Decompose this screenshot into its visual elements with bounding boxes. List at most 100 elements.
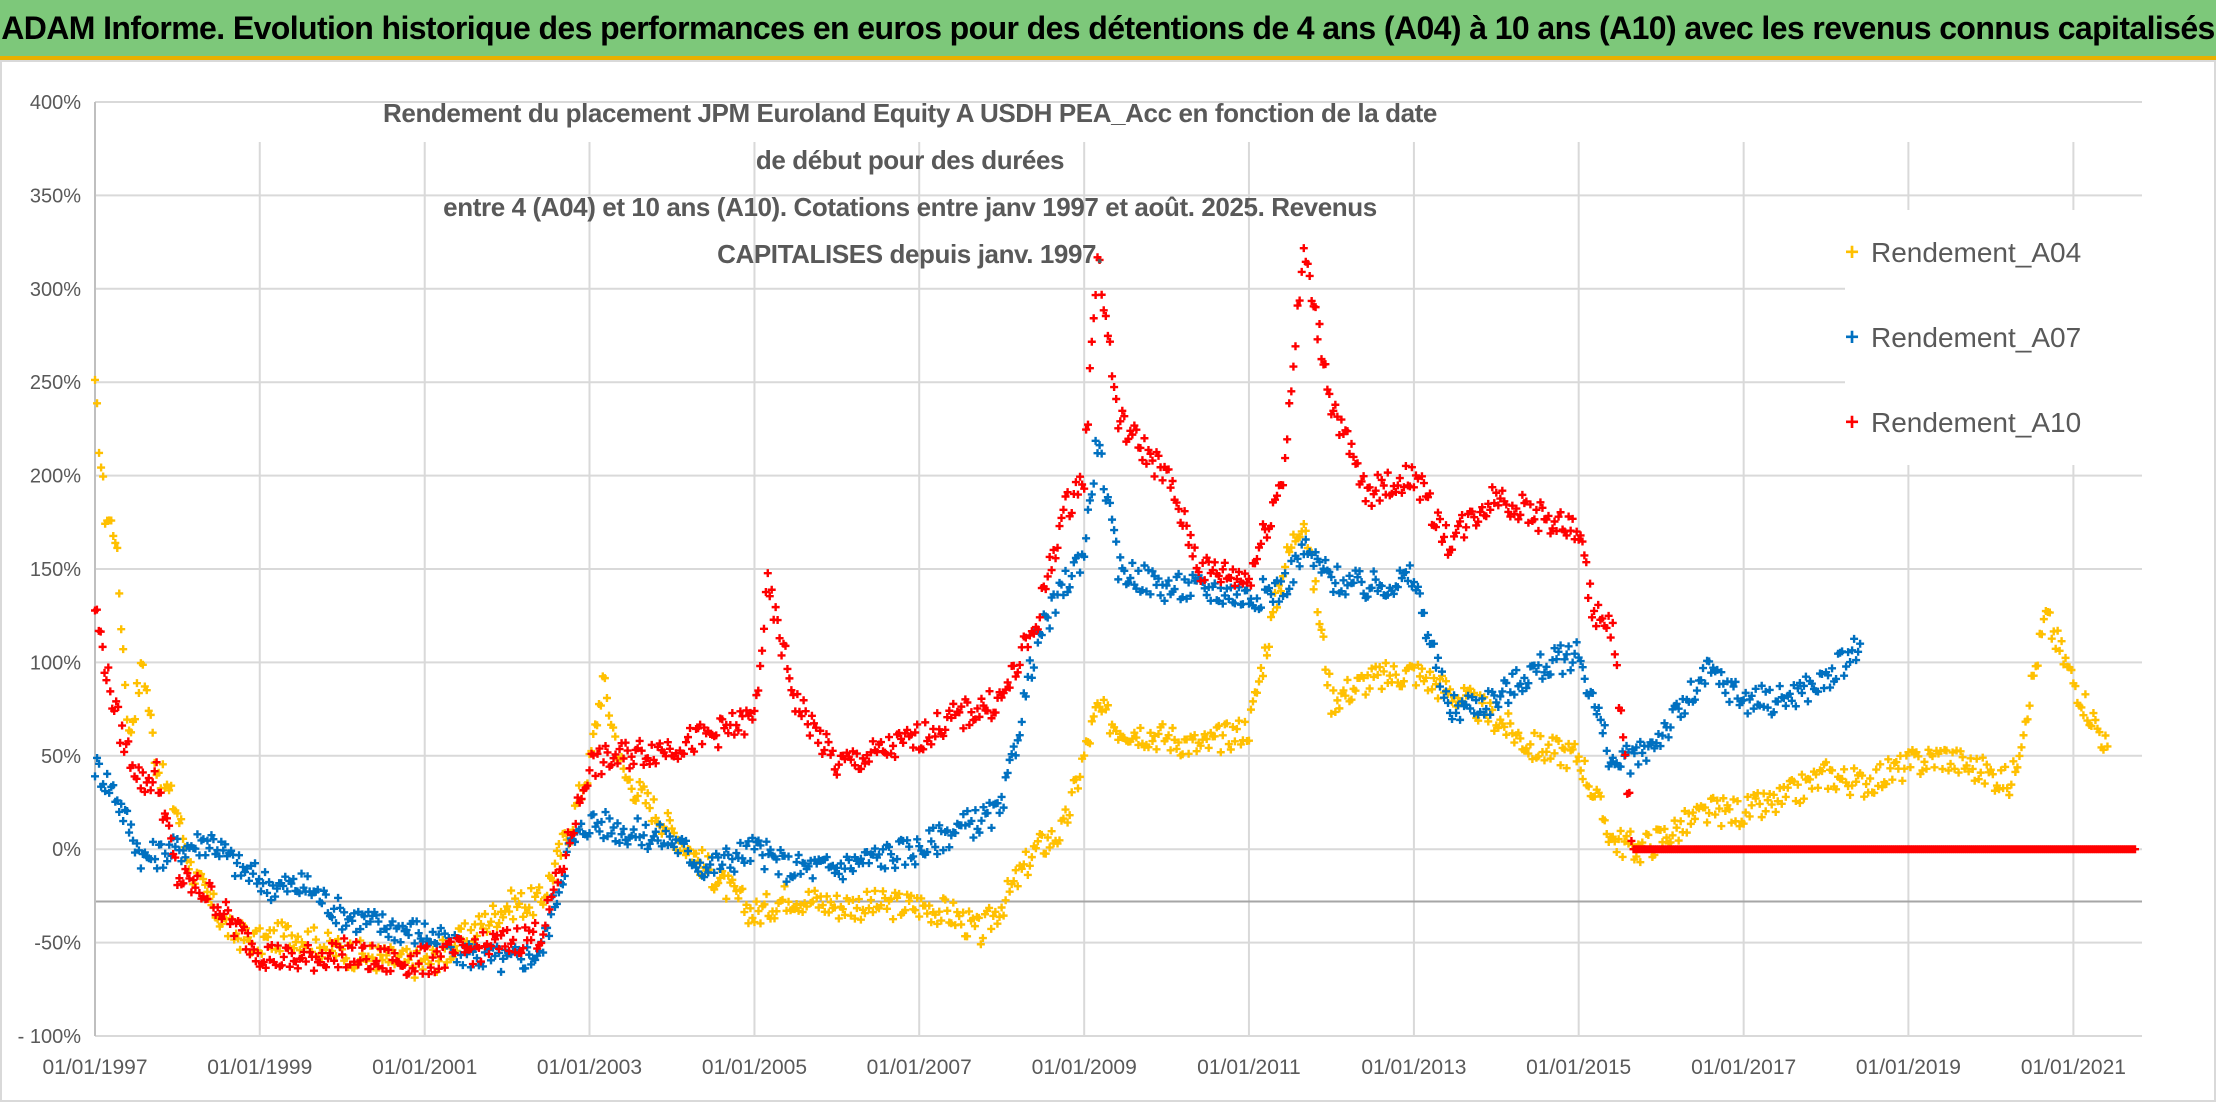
data-point: [1733, 694, 1742, 703]
data-point: [1267, 613, 1275, 622]
data-point: [561, 851, 570, 860]
data-point: [1832, 674, 1841, 683]
data-point: [793, 690, 802, 699]
data-point: [157, 840, 166, 849]
data-point: [1321, 360, 1330, 369]
data-point: [1506, 719, 1515, 728]
data-point: [1552, 527, 1561, 536]
data-point: [1045, 552, 1054, 561]
data-point: [854, 895, 863, 904]
data-point: [993, 799, 1002, 808]
x-tick-label: 01/01/1997: [42, 1056, 147, 1079]
data-point: [1283, 590, 1292, 599]
data-point: [295, 889, 304, 898]
data-point: [1158, 720, 1167, 729]
data-point: [623, 840, 632, 849]
data-point: [1015, 731, 1024, 740]
data-point: [1172, 744, 1181, 753]
data-point: [93, 753, 102, 762]
data-point: [116, 738, 125, 747]
data-point: [1462, 700, 1471, 709]
data-point: [651, 759, 660, 768]
data-point: [1108, 372, 1117, 381]
data-point: [1202, 553, 1211, 562]
data-point: [118, 721, 127, 730]
data-point: [941, 895, 950, 904]
data-point: [1359, 472, 1368, 481]
data-point: [1130, 421, 1139, 430]
data-point: [356, 936, 365, 945]
data-point: [517, 889, 526, 898]
data-point: [545, 931, 554, 940]
data-point: [1287, 543, 1296, 552]
data-point: [1413, 474, 1422, 483]
data-point: [1027, 853, 1036, 862]
data-point: [963, 932, 972, 941]
data-point: [1103, 493, 1112, 502]
data-point: [629, 759, 638, 768]
data-point: [1978, 753, 1987, 762]
data-point: [1234, 583, 1243, 592]
data-point: [1767, 800, 1776, 809]
data-point: [533, 888, 542, 897]
data-point: [585, 766, 594, 775]
data-point: [1464, 691, 1473, 700]
data-point: [466, 944, 475, 953]
data-point: [1301, 535, 1310, 544]
data-point: [1411, 681, 1420, 690]
data-point: [173, 809, 182, 818]
data-point: [356, 956, 365, 965]
data-point: [1642, 756, 1651, 765]
data-point: [1339, 576, 1348, 585]
data-point: [742, 900, 751, 909]
data-point: [1508, 501, 1517, 510]
data-point: [340, 934, 349, 943]
data-point: [794, 851, 803, 860]
data-point: [627, 752, 636, 761]
data-point: [1882, 780, 1891, 788]
data-point: [820, 746, 829, 755]
data-point: [1105, 337, 1114, 346]
data-point: [1650, 744, 1659, 753]
data-point: [422, 934, 431, 943]
y-tick-label: 400%: [30, 92, 81, 114]
data-point: [1095, 702, 1104, 711]
data-point: [1343, 427, 1352, 436]
data-point: [1297, 540, 1306, 549]
data-point: [876, 738, 885, 747]
data-point: [1138, 586, 1147, 595]
data-point: [915, 912, 924, 921]
data-point: [1142, 459, 1151, 468]
data-point: [1544, 511, 1553, 520]
data-point: [1699, 664, 1708, 673]
data-point: [219, 909, 228, 918]
data-point: [961, 821, 970, 830]
data-point: [770, 914, 779, 923]
data-point: [848, 747, 857, 756]
data-point: [1401, 568, 1410, 577]
data-point: [868, 908, 877, 917]
data-point: [773, 616, 782, 625]
data-point: [1329, 406, 1338, 415]
data-point: [327, 913, 336, 922]
data-point: [144, 774, 153, 783]
data-point: [1832, 785, 1841, 794]
data-point: [293, 932, 302, 941]
x-tick-label: 01/01/2015: [1526, 1056, 1631, 1079]
data-point: [796, 869, 805, 878]
data-point: [322, 963, 331, 972]
data-point: [1178, 593, 1187, 602]
data-point: [1061, 566, 1070, 575]
data-point: [970, 922, 979, 931]
data-point: [1719, 794, 1728, 803]
data-point: [456, 924, 465, 933]
data-point: [1713, 796, 1722, 805]
data-point: [927, 918, 936, 927]
data-point: [1218, 599, 1227, 608]
data-point: [2067, 665, 2076, 674]
data-point: [243, 864, 252, 873]
data-point: [527, 884, 536, 893]
data-point: [1773, 797, 1782, 806]
data-point: [583, 781, 592, 790]
data-point: [1365, 483, 1374, 492]
